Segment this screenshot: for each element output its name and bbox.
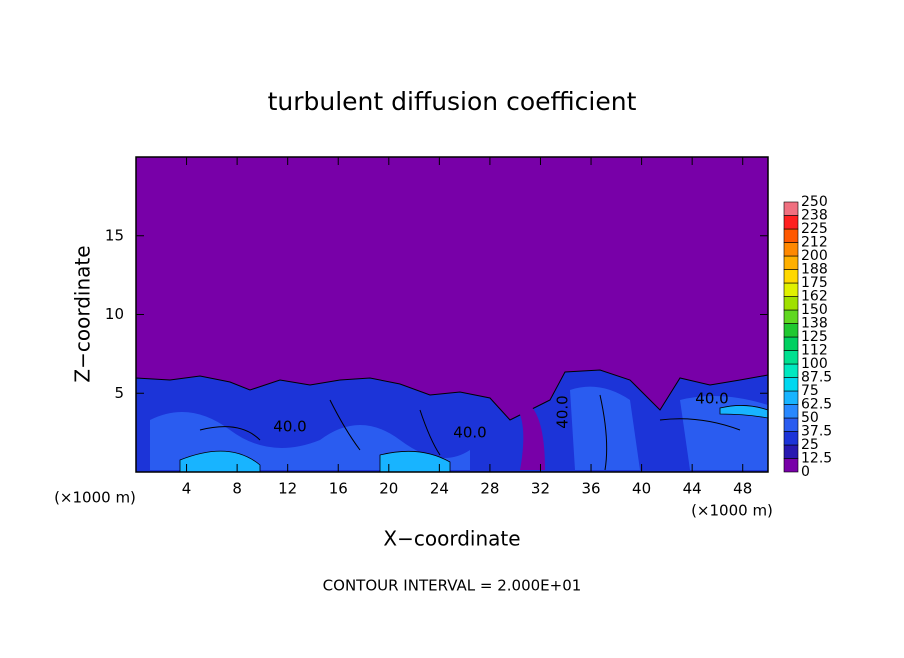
x-tick-label: 4	[182, 480, 192, 498]
colorbar-bin	[783, 377, 799, 392]
colorbar-label: 212	[801, 235, 828, 251]
colorbar-bin	[783, 255, 799, 270]
x-tick-label: 36	[581, 480, 600, 498]
colorbar-label: 162	[801, 289, 828, 305]
colorbar-label: 37.5	[801, 424, 832, 440]
colorbar-label: 50	[801, 410, 819, 426]
x-unit-label: (×1000 m)	[691, 502, 773, 520]
y-unit-label: (×1000 m)	[54, 489, 136, 507]
colorbar-bin	[783, 444, 799, 459]
colorbar-label: 138	[801, 316, 828, 332]
colorbar-label: 112	[801, 343, 828, 359]
x-tick-label: 48	[733, 480, 752, 498]
contour-label: 40.0	[695, 390, 728, 408]
colorbar-label: 188	[801, 262, 828, 278]
colorbar-label: 100	[801, 356, 828, 372]
colorbar-bin	[783, 215, 799, 230]
y-axis-label: Z−coordinate	[71, 245, 95, 382]
colorbar-label: 200	[801, 248, 828, 264]
x-tick-label: 20	[379, 480, 398, 498]
colorbar-label: 150	[801, 302, 828, 318]
field-region	[510, 400, 545, 470]
colorbar-bin	[783, 323, 799, 338]
contour-label: 40.0	[273, 418, 306, 436]
y-tick-label: 15	[105, 226, 124, 244]
colorbar-label: 25	[801, 437, 819, 453]
colorbar-label: 62.5	[801, 397, 832, 413]
colorbar-label: 12.5	[801, 451, 832, 467]
x-tick-label: 44	[683, 480, 702, 498]
contour-line	[199, 394, 741, 471]
colorbar-bin	[783, 390, 799, 405]
colorbar-bin	[783, 296, 799, 311]
y-tick-label: 5	[114, 384, 124, 402]
colorbar-label: 87.5	[801, 370, 832, 386]
field	[135, 157, 769, 473]
x-tick-label: 40	[632, 480, 651, 498]
colorbar-label: 175	[801, 275, 828, 291]
colorbar-bin	[783, 228, 799, 243]
colorbar-label: 0	[801, 464, 810, 480]
y-tick-label: 10	[105, 305, 124, 323]
colorbar-label: 125	[801, 329, 828, 345]
x-tick-label: 12	[278, 480, 297, 498]
annotation: CONTOUR INTERVAL = 2.000E+01	[323, 577, 582, 595]
x-axis-label: X−coordinate	[383, 527, 520, 551]
colorbar-bin	[783, 269, 799, 284]
colorbar-label: 238	[801, 208, 828, 224]
colorbar-bin	[783, 350, 799, 365]
contour-label: 40.0	[554, 395, 572, 428]
colorbar-bin	[783, 201, 799, 216]
colorbar-bin	[783, 417, 799, 432]
colorbar-bin	[783, 282, 799, 297]
colorbar-bin	[783, 336, 799, 351]
colorbar-bin	[783, 309, 799, 324]
colorbar-bin	[783, 363, 799, 378]
x-tick-label: 32	[531, 480, 550, 498]
x-tick-label: 8	[232, 480, 242, 498]
x-tick-label: 24	[430, 480, 449, 498]
x-tick-label: 16	[329, 480, 348, 498]
colorbar-label: 225	[801, 221, 828, 237]
colorbar-label: 75	[801, 383, 819, 399]
colorbar-label: 250	[801, 194, 828, 210]
colorbar-bin	[783, 431, 799, 446]
contour-label: 40.0	[453, 424, 486, 442]
field-region	[570, 386, 640, 470]
x-tick-label: 28	[480, 480, 499, 498]
colorbar-bin	[783, 404, 799, 419]
colorbar-bin	[783, 458, 799, 473]
chart-title: turbulent diffusion coefficient	[268, 87, 637, 116]
colorbar-bin	[783, 242, 799, 257]
